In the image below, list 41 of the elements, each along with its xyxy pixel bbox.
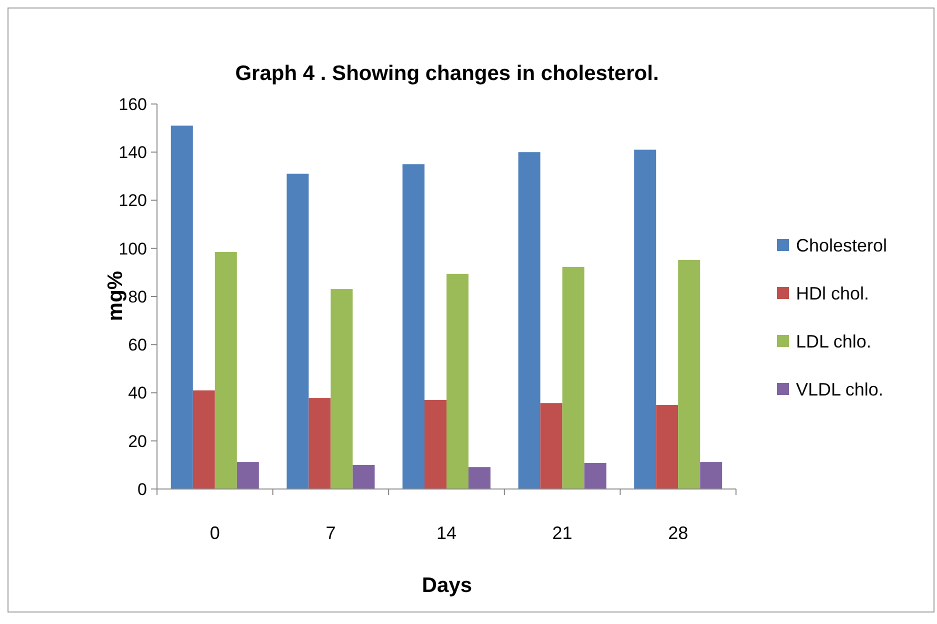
bar	[656, 405, 678, 489]
x-tick-label: 0	[210, 523, 220, 543]
bar	[634, 150, 656, 489]
bar	[330, 289, 353, 489]
x-axis-title: Days	[422, 574, 472, 597]
y-tick-label: 160	[118, 94, 147, 114]
bar	[192, 390, 215, 489]
x-tick-label: 7	[326, 523, 336, 543]
y-axis-title: mg%	[104, 270, 127, 322]
bar	[700, 462, 722, 489]
x-tick-label: 14	[436, 523, 457, 543]
bar	[678, 260, 700, 489]
bar	[540, 403, 562, 489]
bar	[562, 266, 584, 489]
chart-title: Graph 4 . Showing changes in cholesterol.	[235, 62, 659, 85]
y-tick-label: 0	[138, 480, 147, 499]
x-tick-label: 21	[552, 523, 572, 543]
legend-label: Cholesterol	[796, 235, 888, 256]
bar	[170, 126, 193, 489]
bar	[308, 398, 331, 489]
bar	[468, 467, 491, 489]
y-tick-label: 120	[118, 191, 147, 210]
y-tick-label: 20	[128, 432, 147, 451]
y-tick-label: 140	[118, 143, 147, 162]
bar	[424, 400, 446, 489]
bar	[402, 164, 424, 489]
bar	[236, 462, 259, 489]
y-tick-label: 80	[128, 287, 147, 306]
legend-label: LDL chlo.	[796, 331, 872, 352]
y-tick-label: 100	[118, 239, 147, 258]
bar	[214, 252, 237, 489]
y-tick-label: 40	[128, 384, 147, 403]
y-tick-label: 60	[128, 336, 147, 355]
bar	[518, 152, 540, 489]
x-tick-label: 28	[668, 523, 688, 543]
bar	[286, 174, 309, 489]
bar	[352, 464, 375, 489]
legend-label: VLDL chlo.	[796, 379, 884, 400]
legend-label: HDl chol.	[796, 283, 870, 304]
bar	[446, 274, 468, 489]
bar	[584, 463, 606, 489]
